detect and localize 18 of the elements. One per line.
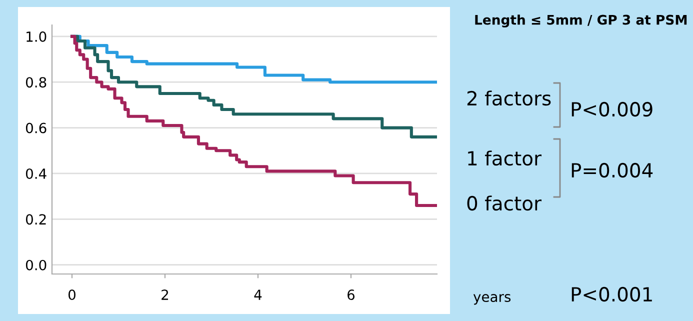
x-tick-label: 4 bbox=[254, 290, 262, 300]
text: P<0.009 bbox=[572, 102, 652, 117]
x-tick-label: 2 bbox=[162, 290, 168, 300]
y-tick-label: 0.8 bbox=[26, 77, 46, 88]
x-tick-label: 6 bbox=[348, 290, 355, 300]
x-axis-title: years bbox=[473, 294, 511, 305]
text: P<0.001 bbox=[572, 286, 652, 302]
series-label: 2 factors bbox=[467, 90, 551, 106]
text: P=0.004 bbox=[572, 162, 653, 178]
y-tick-label: 0.6 bbox=[26, 122, 46, 134]
y-tick-label: 0.4 bbox=[26, 168, 46, 179]
x-tick-label: 0 bbox=[68, 290, 76, 300]
y-tick-label: 0.0 bbox=[26, 260, 46, 270]
text: Length ≤ 5mm / GP 3 at PSM bbox=[475, 14, 687, 28]
series-label: 1 factor bbox=[468, 150, 542, 166]
y-tick-label: 0.2 bbox=[26, 214, 46, 225]
y-tick-label: 1.0 bbox=[26, 31, 46, 42]
series-label: 0 factor bbox=[467, 196, 542, 211]
